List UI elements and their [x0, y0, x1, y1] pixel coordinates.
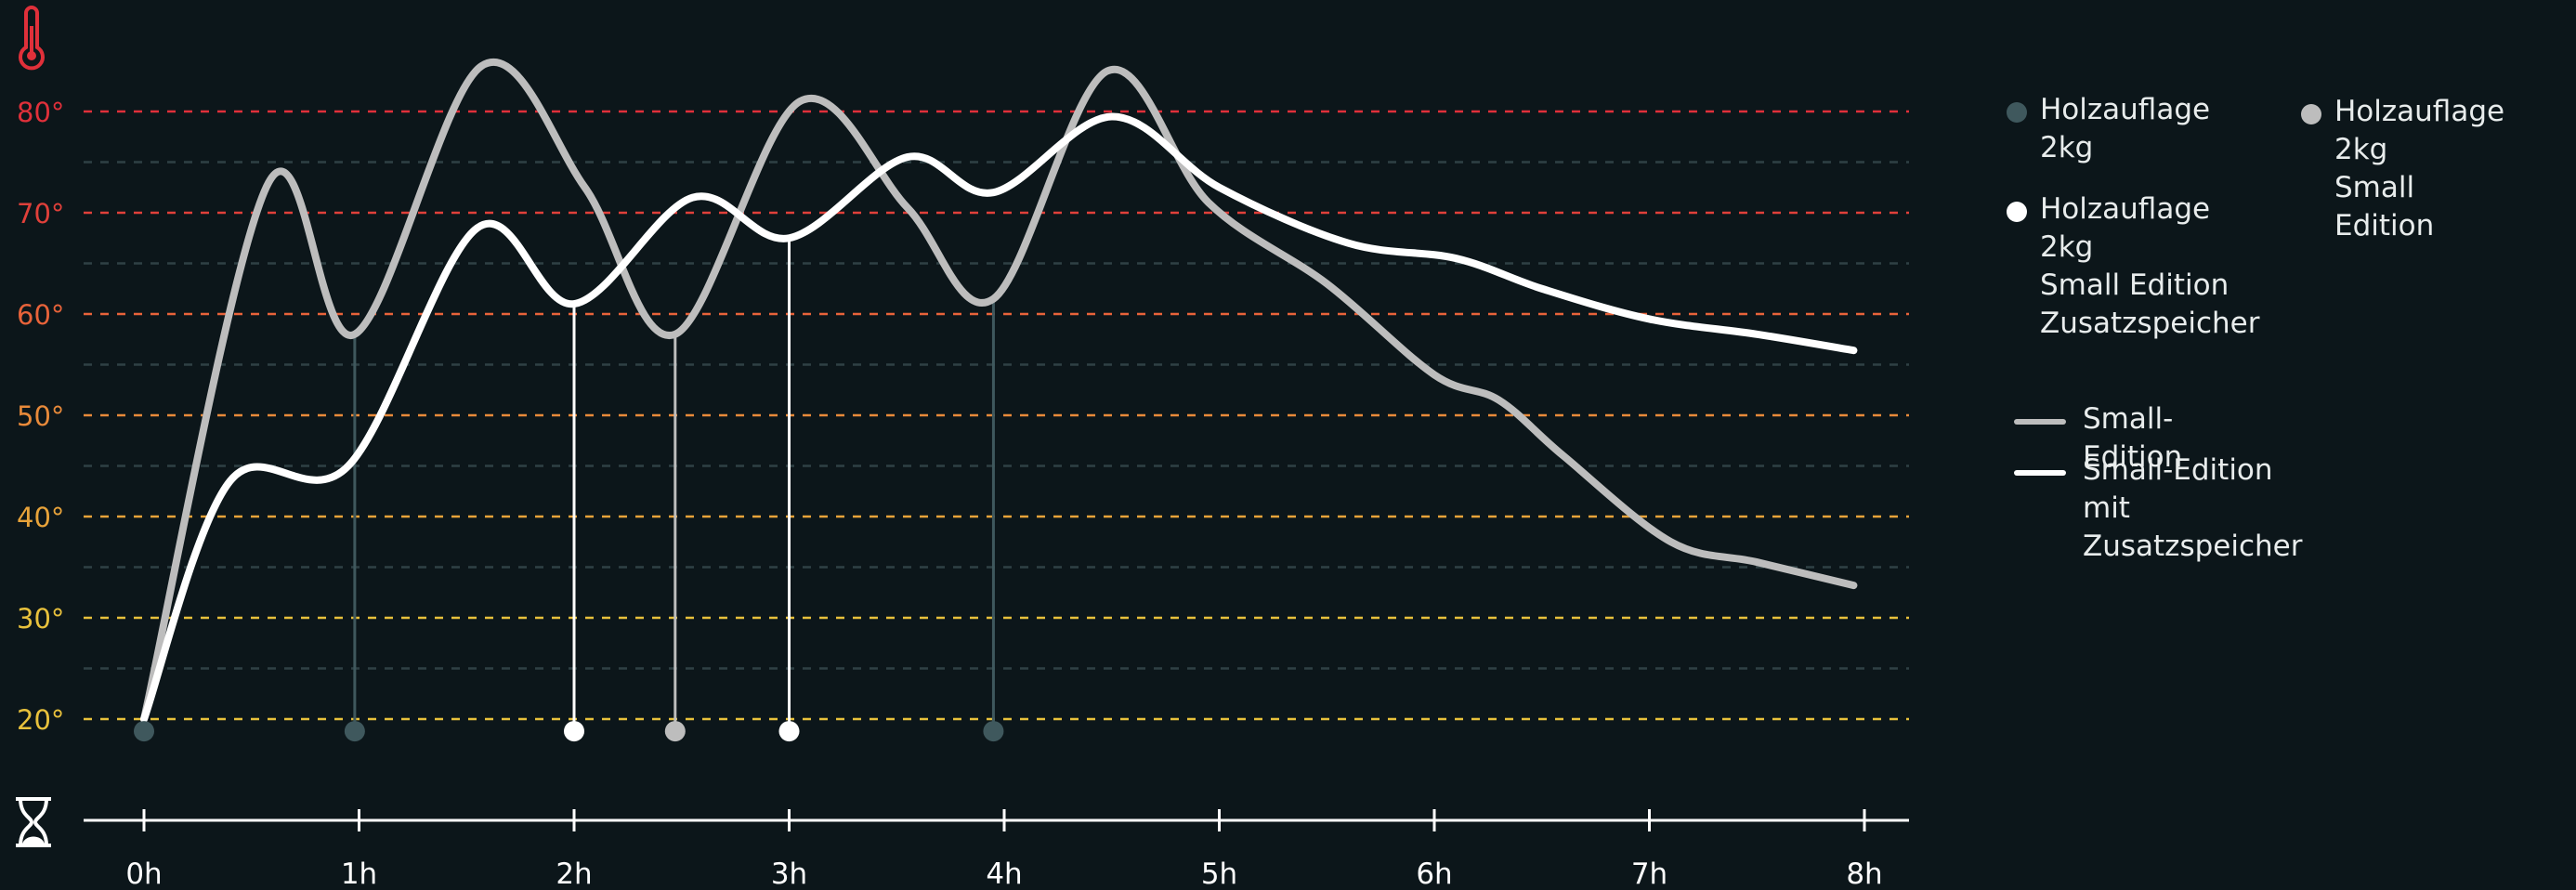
series-lines [140, 59, 1858, 723]
y-tick-label: 50° [17, 400, 64, 432]
y-tick-label: 40° [17, 502, 64, 533]
x-tick-label: 6h [1416, 857, 1452, 890]
markers [134, 721, 1004, 742]
marker-point [983, 721, 1004, 742]
y-tick-label: 80° [17, 97, 64, 128]
series-line [140, 59, 1858, 723]
legend-label: Holzauflage 2kg [2040, 93, 2211, 164]
marker-stems [142, 238, 995, 732]
y-tick-label: 20° [17, 704, 64, 736]
legend-label: Holzauflage 2kg Small Edition Zusatzspei… [2040, 192, 2260, 340]
thermometer-icon [19, 6, 45, 71]
legend-dot-icon [2301, 104, 2321, 124]
y-tick-label: 30° [17, 603, 64, 635]
y-tick-label: 60° [17, 299, 64, 331]
legend-dot-icon [2007, 102, 2027, 123]
x-tick-label: 8h [1846, 857, 1882, 890]
legend-label: Holzauflage 2kg Small Edition [2334, 95, 2505, 242]
y-tick-label: 70° [17, 198, 64, 229]
x-tick-labels: 0h 1h 2h 3h 4h 5h 6h 7h 8h [125, 857, 1882, 890]
marker-point [664, 721, 686, 742]
x-axis [84, 809, 1909, 831]
x-tick-label: 5h [1201, 857, 1237, 890]
x-tick-label: 1h [341, 857, 377, 890]
legend-line-icon [2014, 470, 2066, 476]
marker-point [344, 721, 365, 742]
gridlines [84, 110, 1909, 721]
legend-label: Small-Edition [2083, 402, 2183, 474]
legend-dot-icon [2007, 202, 2027, 222]
hourglass-icon [16, 797, 51, 847]
marker-point [778, 721, 800, 742]
y-tick-labels: 20° 30° 40° 50° 60° 70° 80° [17, 97, 64, 736]
marker-point [564, 721, 584, 742]
legend-label: Small-Edition mit Zusatzspeicher [2083, 453, 2303, 563]
x-tick-label: 3h [771, 857, 807, 890]
legend-line-icon [2014, 419, 2066, 425]
x-tick-label: 7h [1631, 857, 1667, 890]
series-line [140, 112, 1858, 723]
marker-point [134, 721, 154, 742]
x-tick-label: 0h [125, 857, 162, 890]
x-tick-label: 2h [556, 857, 592, 890]
x-tick-label: 4h [986, 857, 1022, 890]
